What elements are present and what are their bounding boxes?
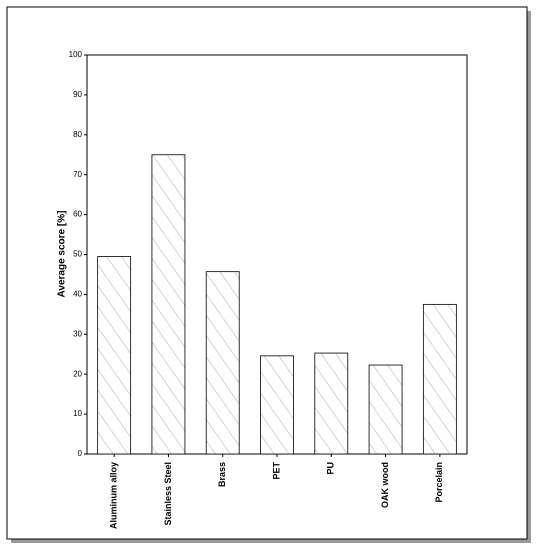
x-tick-label: Porcelain [434, 462, 444, 503]
y-axis-label: Average score [%] [57, 211, 68, 298]
bar [260, 355, 294, 455]
y-tick-label: 30 [73, 329, 82, 338]
y-tick-label: 60 [73, 210, 82, 219]
bar [368, 364, 403, 455]
bar [422, 303, 457, 455]
bar [97, 256, 132, 455]
y-tick-label: 70 [73, 170, 82, 179]
x-tick-label: Brass [217, 462, 227, 487]
y-tick-label: 0 [78, 449, 83, 458]
y-tick-label: 50 [73, 250, 82, 259]
y-tick-label: 40 [73, 290, 82, 299]
x-tick-label: PET [271, 462, 281, 480]
y-tick-label: 90 [73, 90, 82, 99]
frame [6, 6, 528, 540]
x-tick-label: Aluminum alloy [109, 462, 119, 529]
bar [151, 154, 186, 455]
y-tick-label: 20 [73, 369, 82, 378]
x-tick-label: OAK wood [380, 462, 390, 508]
y-tick-label: 10 [73, 409, 82, 418]
y-tick-label: 100 [69, 50, 83, 59]
bar [205, 271, 240, 455]
x-tick-label: Stainless Steel [163, 462, 173, 526]
bar [314, 352, 349, 455]
x-tick-label: PU [326, 462, 336, 475]
y-tick-label: 80 [73, 130, 82, 139]
